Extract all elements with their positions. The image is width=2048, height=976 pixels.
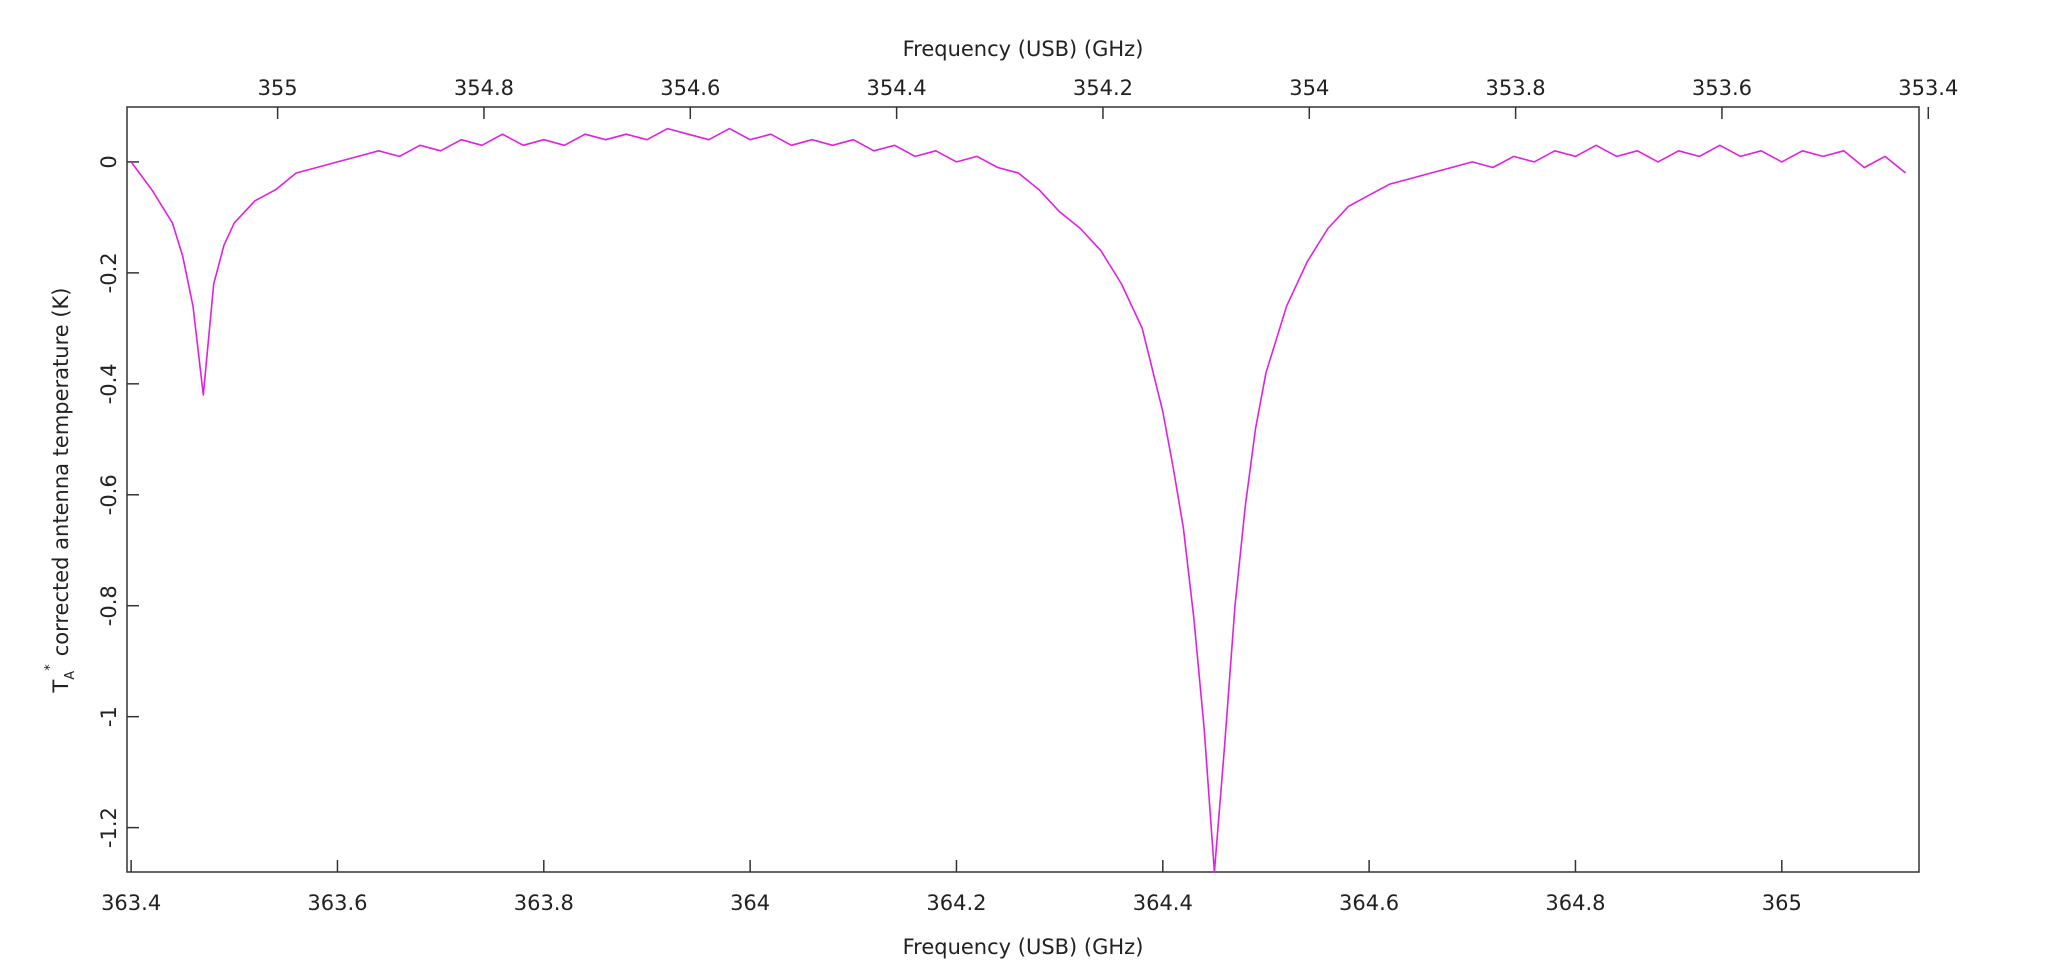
x-tick-label: 364.2 — [926, 891, 986, 915]
y-axis-label: corrected antenna temperature (K) — [49, 287, 73, 656]
top-axis-title: Frequency (USB) (GHz) — [903, 37, 1144, 61]
y-axis-title: TA * corrected antenna temperature (K) — [43, 287, 78, 693]
x-tick-label: 364.8 — [1545, 891, 1605, 915]
x-axis-title: Frequency (USB) (GHz) — [903, 935, 1144, 959]
y-tick-label: -0.6 — [97, 474, 121, 515]
x-tick-label: 363.4 — [101, 891, 161, 915]
y-tick-label: -0.4 — [97, 363, 121, 404]
y-axis-symbol: T — [49, 680, 73, 694]
x-tick-label: 364.6 — [1339, 891, 1399, 915]
top-tick-label: 353.8 — [1486, 76, 1546, 100]
top-tick-label: 354.4 — [867, 76, 927, 100]
x-tick-label: 363.6 — [307, 891, 367, 915]
top-tick-label: 355 — [258, 76, 298, 100]
plot-frame — [126, 106, 1920, 873]
spectrum-line — [130, 127, 1907, 873]
top-tick-label: 354 — [1289, 76, 1329, 100]
top-tick-label: 354.8 — [454, 76, 514, 100]
top-tick-label: 354.6 — [660, 76, 720, 100]
y-tick-label: -0.8 — [97, 585, 121, 626]
x-tick-label: 364.4 — [1133, 891, 1193, 915]
top-tick-label: 354.2 — [1073, 76, 1133, 100]
y-tick-label: -0.2 — [97, 252, 121, 293]
x-tick-label: 363.8 — [514, 891, 574, 915]
x-tick-label: 364 — [730, 891, 770, 915]
y-axis-superscript: * — [43, 664, 58, 671]
y-tick-label: -1.2 — [97, 807, 121, 848]
top-tick-label: 353.6 — [1692, 76, 1752, 100]
y-tick-label: 0 — [97, 155, 121, 168]
x-tick-label: 365 — [1762, 891, 1802, 915]
y-tick-label: -1 — [97, 706, 121, 727]
top-tick-label: 353.4 — [1898, 76, 1958, 100]
y-axis-subscript: A — [63, 671, 78, 680]
